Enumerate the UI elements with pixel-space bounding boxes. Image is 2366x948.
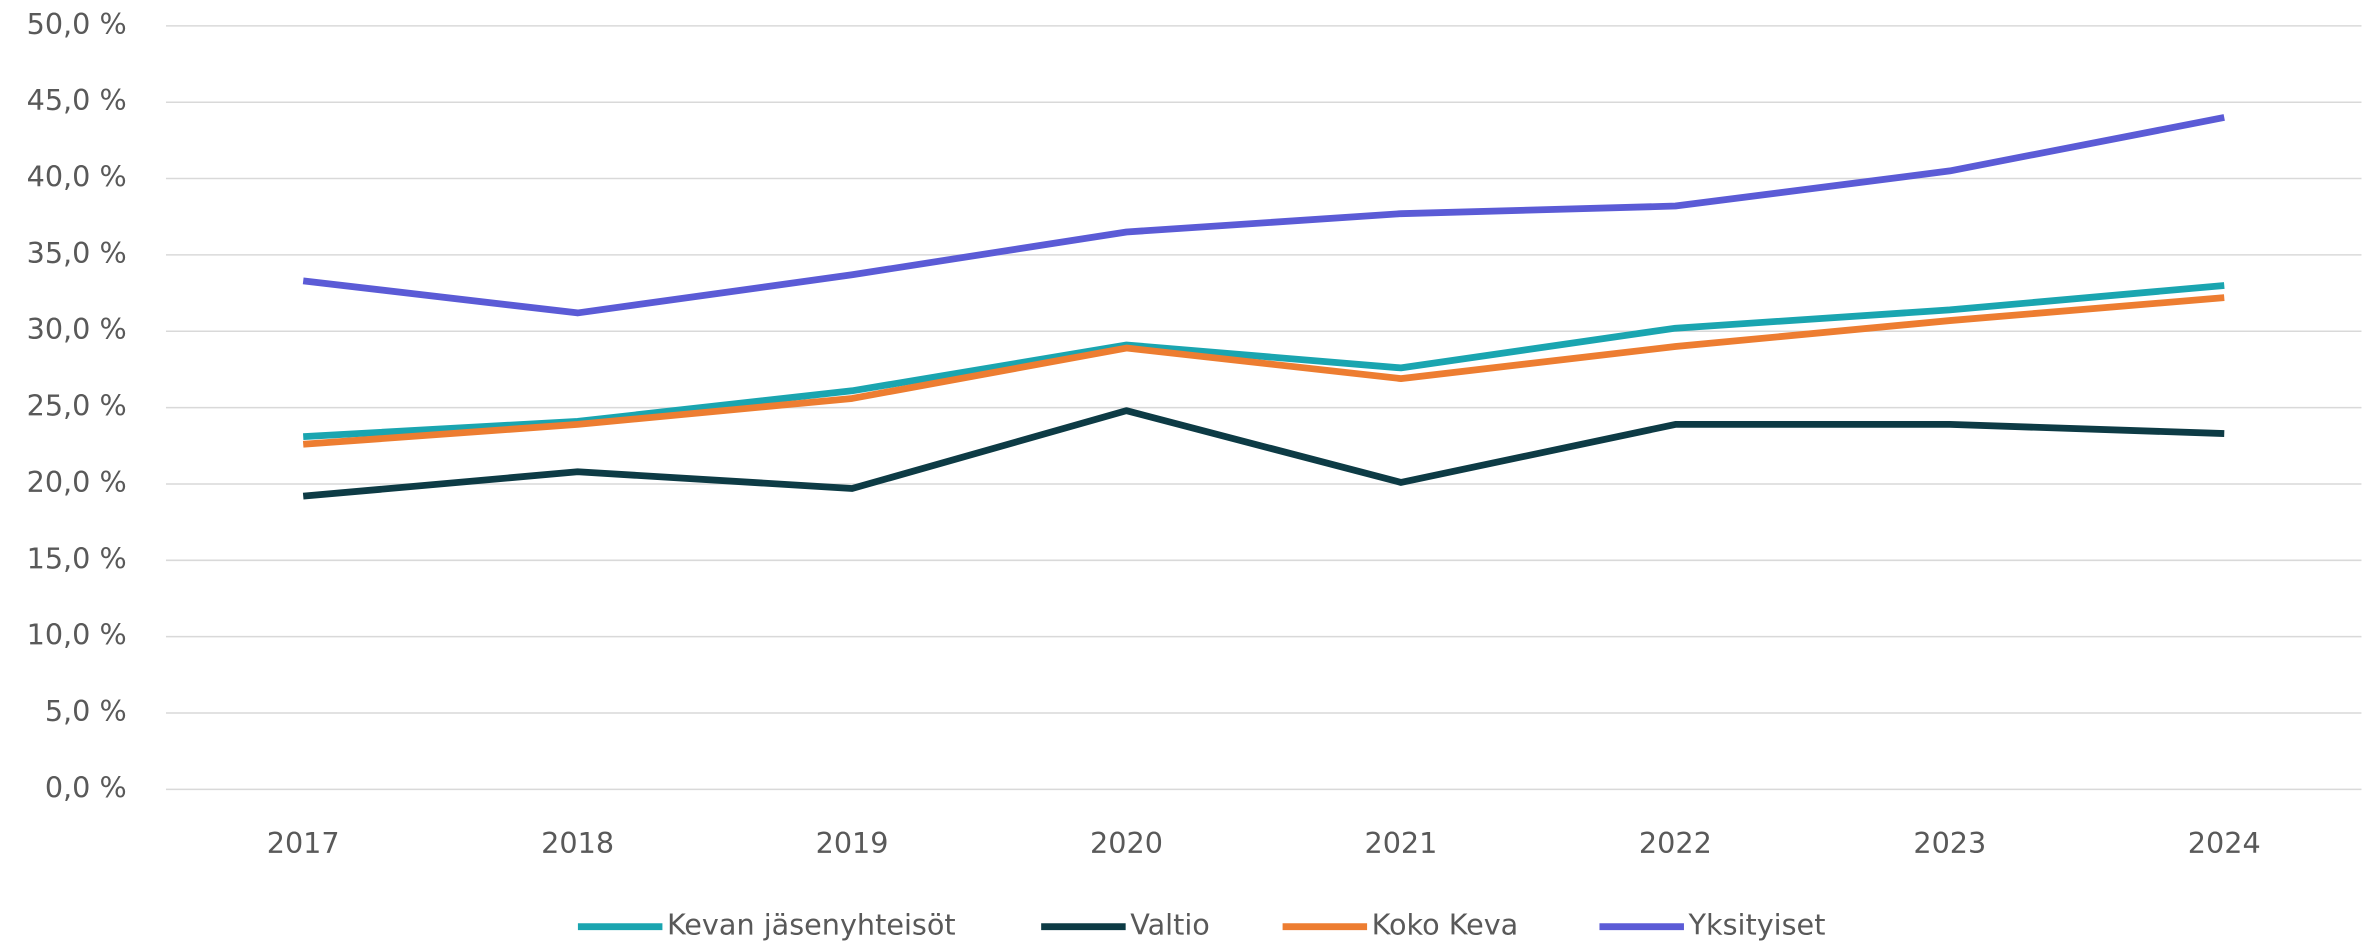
- y-tick-label: 0,0 %: [45, 770, 127, 804]
- legend-label: Koko Keva: [1372, 908, 1519, 942]
- y-tick-label: 45,0 %: [27, 83, 127, 117]
- y-tick-label: 15,0 %: [27, 541, 127, 575]
- y-tick-label: 30,0 %: [27, 312, 127, 346]
- x-tick-label: 2018: [541, 826, 614, 860]
- x-tick-label: 2021: [1364, 826, 1437, 860]
- series-line: [303, 282, 2225, 441]
- y-tick-label: 10,0 %: [27, 618, 127, 652]
- y-tick-label: 25,0 %: [27, 389, 127, 423]
- x-tick-label: 2017: [267, 826, 340, 860]
- x-tick-label: 2022: [1639, 826, 1712, 860]
- legend-label: Yksityiset: [1687, 908, 1825, 942]
- series-line: [302, 294, 2225, 448]
- series-line: [302, 407, 2225, 500]
- y-tick-label: 50,0 %: [27, 7, 127, 41]
- legend-label: Valtio: [1130, 908, 1210, 942]
- legend-label: Kevan jäsenyhteisöt: [667, 908, 956, 942]
- y-tick-label: 40,0 %: [27, 160, 127, 194]
- x-tick-label: 2024: [2188, 826, 2261, 860]
- y-tick-label: 20,0 %: [27, 465, 127, 499]
- x-tick-label: 2019: [816, 826, 889, 860]
- x-tick-label: 2020: [1090, 826, 1163, 860]
- y-tick-label: 35,0 %: [27, 236, 127, 270]
- y-tick-label: 5,0 %: [45, 694, 127, 728]
- x-tick-label: 2023: [1913, 826, 1986, 860]
- series-line: [302, 114, 2225, 317]
